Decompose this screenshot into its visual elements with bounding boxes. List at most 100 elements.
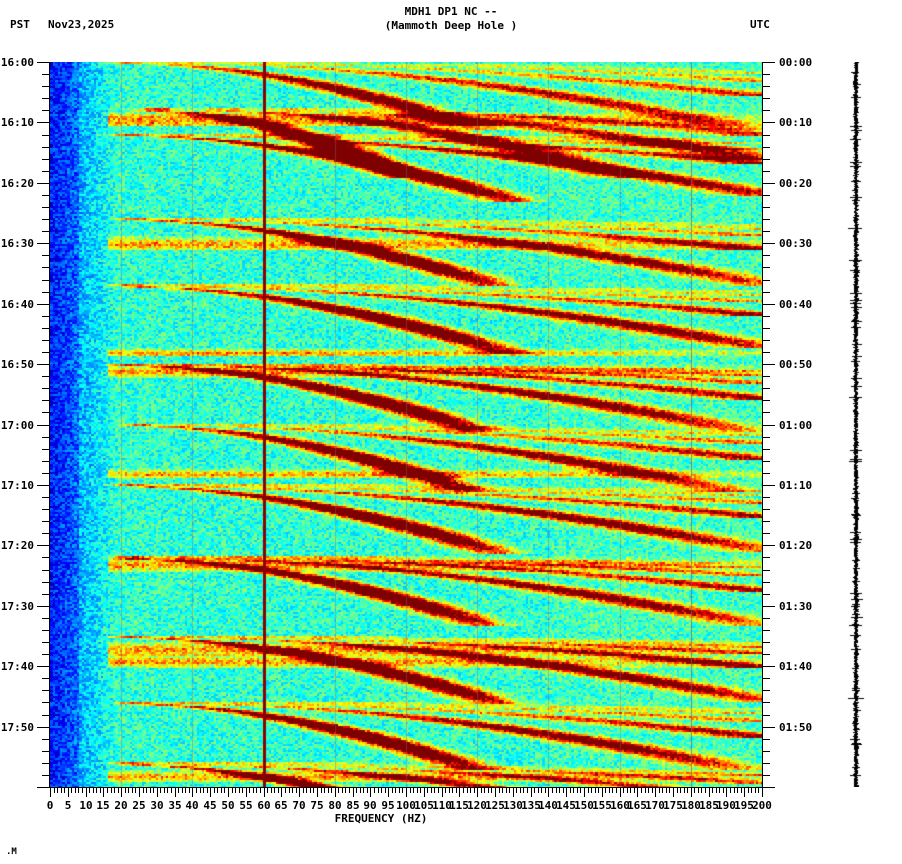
y-minor-tick-left [42, 98, 49, 99]
x-minor-tick [114, 788, 115, 793]
y-axis-label-pst-9: 17:30 [0, 600, 34, 613]
x-axis-label-5: 5 [64, 799, 72, 812]
y-minor-tick-right [763, 388, 770, 389]
y-minor-tick-right [763, 533, 770, 534]
y-axis-label-pst-3: 16:30 [0, 237, 34, 250]
y-minor-tick-right [763, 557, 770, 558]
y-minor-tick-left [42, 292, 49, 293]
x-axis-label-180: 180 [681, 799, 701, 812]
y-axis-label-utc-11: 01:50 [779, 721, 813, 734]
x-minor-tick [345, 788, 346, 793]
x-axis-label-105: 105 [414, 799, 434, 812]
y-minor-tick-left [42, 328, 49, 329]
y-major-tick-right [763, 364, 775, 365]
x-major-tick [691, 788, 692, 797]
y-minor-tick-left [42, 159, 49, 160]
x-minor-tick [185, 788, 186, 793]
header-timezone-left: PST [10, 18, 30, 31]
x-minor-tick [556, 788, 557, 793]
y-major-tick-right [763, 425, 775, 426]
x-minor-tick [167, 788, 168, 793]
x-minor-tick [54, 788, 55, 793]
x-minor-tick [313, 788, 314, 793]
x-minor-tick [698, 788, 699, 793]
y-axis-label-utc-7: 01:10 [779, 479, 813, 492]
y-major-tick-left [37, 183, 49, 184]
y-minor-tick-left [42, 110, 49, 111]
x-axis-label-170: 170 [645, 799, 665, 812]
x-minor-tick [189, 788, 190, 793]
x-minor-tick [349, 788, 350, 793]
y-axis-label-pst-6: 17:00 [0, 419, 34, 432]
y-minor-tick-left [42, 594, 49, 595]
y-minor-tick-left [42, 654, 49, 655]
y-minor-tick-left [42, 509, 49, 510]
x-minor-tick [278, 788, 279, 793]
x-minor-tick [612, 788, 613, 793]
y-minor-tick-right [763, 630, 770, 631]
x-minor-tick [481, 788, 482, 793]
x-major-tick [353, 788, 354, 797]
y-minor-tick-left [42, 497, 49, 498]
y-minor-tick-left [42, 280, 49, 281]
x-axis-label-175: 175 [663, 799, 683, 812]
y-minor-tick-right [763, 509, 770, 510]
x-minor-tick [100, 788, 101, 793]
x-minor-tick [445, 788, 446, 793]
y-minor-tick-right [763, 292, 770, 293]
y-minor-tick-right [763, 110, 770, 111]
y-axis-label-utc-9: 01:30 [779, 600, 813, 613]
x-minor-tick [310, 788, 311, 793]
y-minor-tick-left [42, 352, 49, 353]
y-major-tick-left [37, 606, 49, 607]
x-minor-tick [491, 788, 492, 793]
x-minor-tick [146, 788, 147, 793]
x-minor-tick [580, 788, 581, 793]
x-axis-label-160: 160 [610, 799, 630, 812]
y-minor-tick-right [763, 171, 770, 172]
x-minor-tick [452, 788, 453, 793]
x-major-tick [281, 788, 282, 797]
x-major-tick [299, 788, 300, 797]
y-minor-tick-left [42, 171, 49, 172]
x-minor-tick [232, 788, 233, 793]
x-minor-tick [96, 788, 97, 793]
x-major-tick [620, 788, 621, 797]
y-major-tick-left [37, 364, 49, 365]
y-minor-tick-right [763, 219, 770, 220]
x-major-tick [317, 788, 318, 797]
x-axis-label-135: 135 [521, 799, 541, 812]
y-minor-tick-right [763, 702, 770, 703]
x-minor-tick [684, 788, 685, 793]
x-axis-label-30: 30 [150, 799, 164, 812]
y-axis-label-utc-10: 01:40 [779, 660, 813, 673]
x-minor-tick [356, 788, 357, 793]
y-minor-tick-left [42, 437, 49, 438]
y-axis-label-utc-6: 01:00 [779, 419, 813, 432]
y-minor-tick-right [763, 328, 770, 329]
y-minor-tick-left [42, 533, 49, 534]
x-minor-tick [694, 788, 695, 793]
y-minor-tick-left [42, 582, 49, 583]
x-minor-tick [716, 788, 717, 793]
x-minor-tick [207, 788, 208, 793]
x-minor-tick [182, 788, 183, 793]
x-major-tick [68, 788, 69, 797]
x-axis-line [49, 787, 763, 788]
x-major-tick [370, 788, 371, 797]
x-axis-label-0: 0 [46, 799, 54, 812]
x-minor-tick [417, 788, 418, 793]
x-minor-tick [75, 788, 76, 793]
x-axis-label-65: 65 [274, 799, 288, 812]
x-minor-tick [132, 788, 133, 793]
y-minor-tick-left [42, 461, 49, 462]
x-minor-tick [160, 788, 161, 793]
x-major-tick [584, 788, 585, 797]
y-major-tick-left [37, 545, 49, 546]
x-major-tick [406, 788, 407, 797]
x-minor-tick [221, 788, 222, 793]
x-minor-tick [577, 788, 578, 793]
x-axis-label-40: 40 [185, 799, 199, 812]
y-minor-tick-left [42, 340, 49, 341]
y-minor-tick-left [42, 570, 49, 571]
